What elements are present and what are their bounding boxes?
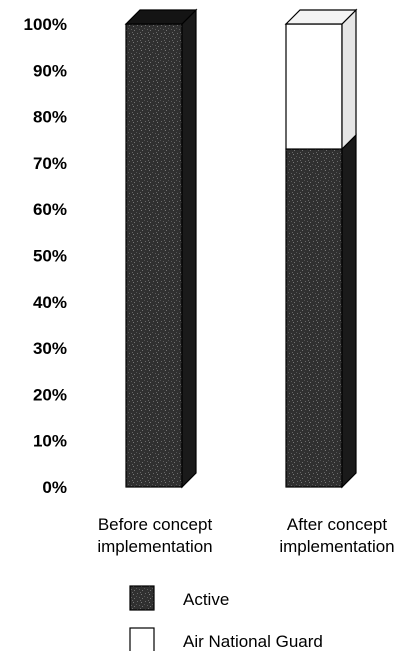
legend-swatch <box>129 627 155 651</box>
y-tick-label: 20% <box>33 385 67 404</box>
bar-segment-active <box>125 8 197 489</box>
y-tick-label: 60% <box>33 200 67 219</box>
y-tick-label: 10% <box>33 432 67 451</box>
legend-swatch <box>129 585 155 611</box>
legend-item: Active <box>129 585 229 611</box>
bar-top-face <box>124 9 198 25</box>
y-axis: 0% 10% 20% 30% 40% 50% 60% 70% 80% 90% 100% <box>24 15 67 497</box>
y-tick-label: 70% <box>33 154 67 173</box>
x-tick-label: Before concept implementation <box>97 515 212 556</box>
y-tick-label: 90% <box>33 61 67 80</box>
y-tick-label: 80% <box>33 108 67 127</box>
y-tick-label: 50% <box>33 247 67 266</box>
bar-top-face <box>284 9 358 25</box>
x-axis-labels: Before concept implementation After concep… <box>97 515 394 556</box>
bars <box>124 8 358 489</box>
y-tick-label: 40% <box>33 293 67 312</box>
y-tick-label: 100% <box>24 15 67 34</box>
legend-label: Air National Guard <box>183 632 323 651</box>
x-tick-label: After concept implementation <box>279 515 394 556</box>
y-tick-label: 30% <box>33 339 67 358</box>
bar-segment-air-national-guard <box>285 8 357 151</box>
legend-item: Air National Guard <box>129 627 323 651</box>
bar-segment-active <box>285 133 357 489</box>
legend: Active Air National Guard <box>129 585 323 651</box>
legend-label: Active <box>183 590 229 609</box>
y-tick-label: 0% <box>42 478 67 497</box>
